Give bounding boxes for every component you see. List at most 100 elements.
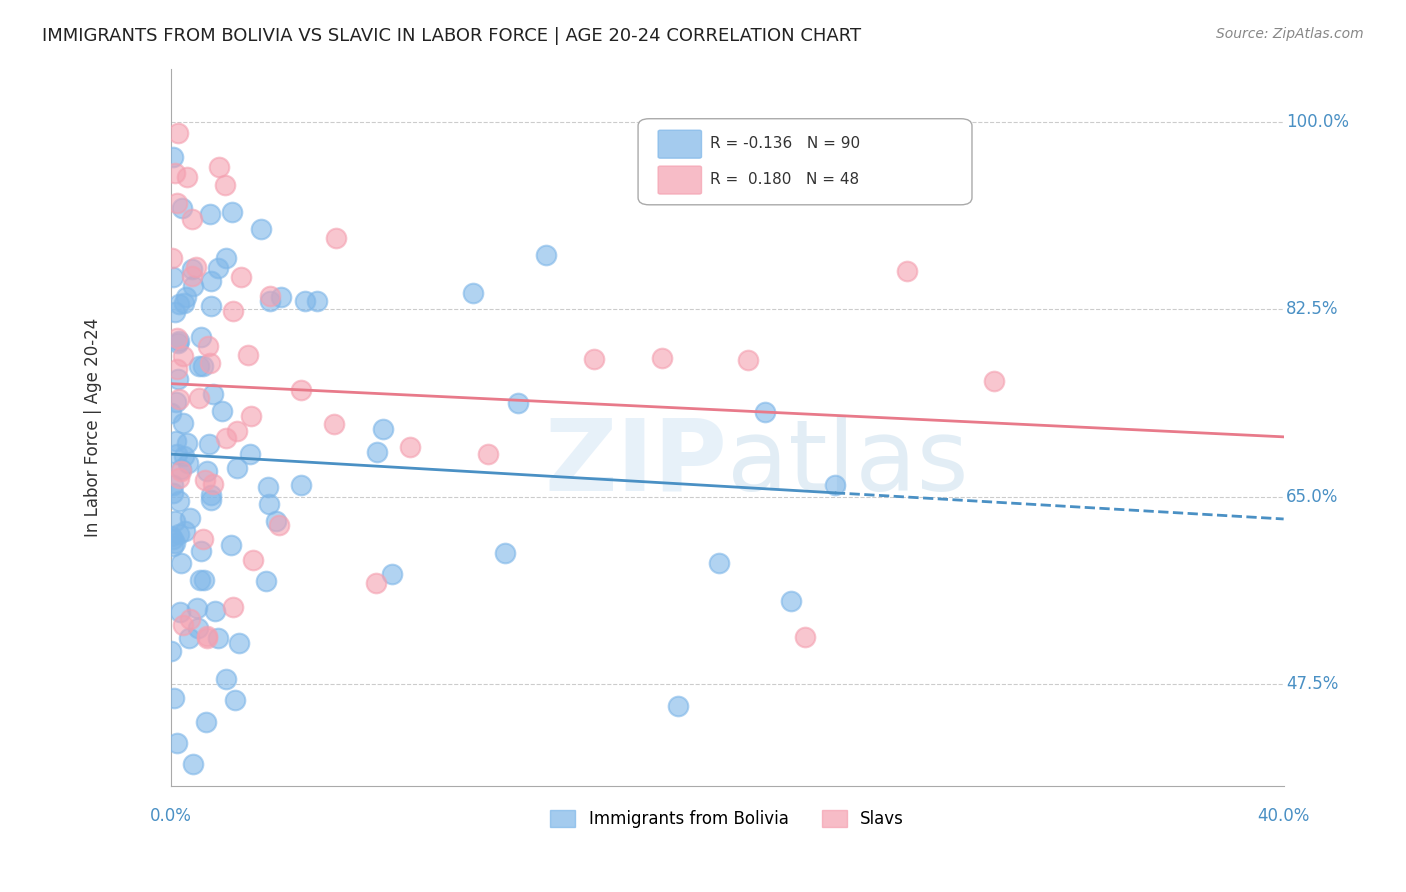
Point	[290, 383, 312, 397]
Point	[180, 262, 202, 277]
Point	[195, 714, 218, 729]
Point	[194, 473, 217, 487]
Point	[166, 331, 188, 345]
Point	[983, 374, 1005, 388]
Point	[381, 567, 404, 582]
Point	[754, 405, 776, 419]
Point	[163, 536, 186, 550]
Point	[325, 231, 347, 245]
Point	[162, 486, 184, 500]
Point	[188, 391, 211, 405]
Point	[824, 477, 846, 491]
Text: 0.0%: 0.0%	[149, 807, 191, 825]
Point	[201, 476, 224, 491]
Point	[236, 348, 259, 362]
Point	[207, 260, 229, 275]
Point	[165, 434, 187, 449]
Point	[793, 631, 815, 645]
Point	[163, 514, 186, 528]
Point	[170, 462, 193, 476]
Point	[204, 604, 226, 618]
Text: 47.5%: 47.5%	[1286, 675, 1339, 693]
Point	[167, 527, 190, 541]
Point	[322, 417, 344, 432]
Point	[188, 573, 211, 587]
Text: R = -0.136   N = 90: R = -0.136 N = 90	[710, 136, 860, 152]
Point	[179, 612, 201, 626]
Point	[373, 422, 395, 436]
Point	[221, 204, 243, 219]
Point	[494, 546, 516, 560]
Point	[162, 251, 184, 265]
Point	[668, 698, 690, 713]
Point	[198, 436, 221, 450]
Point	[160, 529, 183, 543]
Point	[181, 279, 204, 293]
Point	[198, 207, 221, 221]
Point	[294, 293, 316, 308]
Text: 40.0%: 40.0%	[1257, 807, 1310, 825]
Text: ZIP: ZIP	[544, 415, 727, 511]
Point	[207, 631, 229, 645]
Point	[176, 170, 198, 185]
Point	[215, 252, 238, 266]
Text: 65.0%: 65.0%	[1286, 488, 1339, 506]
Point	[172, 417, 194, 431]
Point	[179, 631, 201, 645]
Point	[172, 201, 194, 215]
Point	[222, 600, 245, 615]
Point	[167, 126, 190, 140]
Point	[180, 268, 202, 283]
Point	[172, 349, 194, 363]
Text: In Labor Force | Age 20-24: In Labor Force | Age 20-24	[84, 318, 101, 537]
Point	[896, 263, 918, 277]
Point	[162, 690, 184, 705]
Point	[166, 335, 188, 350]
Point	[190, 543, 212, 558]
Point	[160, 644, 183, 658]
Point	[211, 404, 233, 418]
Point	[170, 556, 193, 570]
Point	[162, 532, 184, 546]
Point	[191, 359, 214, 373]
Point	[181, 757, 204, 772]
Point	[169, 606, 191, 620]
Point	[190, 329, 212, 343]
Point	[269, 518, 291, 533]
Text: IMMIGRANTS FROM BOLIVIA VS SLAVIC IN LABOR FORCE | AGE 20-24 CORRELATION CHART: IMMIGRANTS FROM BOLIVIA VS SLAVIC IN LAB…	[42, 27, 862, 45]
Point	[200, 493, 222, 508]
Point	[167, 297, 190, 311]
Point	[290, 478, 312, 492]
Point	[166, 447, 188, 461]
Point	[160, 406, 183, 420]
Point	[169, 471, 191, 485]
Point	[709, 556, 731, 570]
Point	[737, 353, 759, 368]
Point	[239, 447, 262, 461]
Point	[270, 290, 292, 304]
Point	[186, 600, 208, 615]
Point	[214, 178, 236, 193]
Point	[477, 447, 499, 461]
Point	[257, 497, 280, 511]
Point	[170, 464, 193, 478]
Point	[200, 299, 222, 313]
Point	[307, 294, 329, 309]
Point	[228, 636, 250, 650]
Point	[162, 540, 184, 554]
Point	[172, 617, 194, 632]
Point	[173, 450, 195, 464]
Point	[167, 392, 190, 406]
Point	[162, 150, 184, 164]
Text: atlas: atlas	[727, 415, 969, 511]
Text: 82.5%: 82.5%	[1286, 301, 1339, 318]
Point	[195, 631, 218, 645]
Point	[215, 431, 238, 445]
Point	[162, 478, 184, 492]
Point	[165, 394, 187, 409]
Point	[229, 270, 252, 285]
Point	[187, 621, 209, 635]
Point	[259, 293, 281, 308]
Point	[176, 290, 198, 304]
Point	[506, 396, 529, 410]
